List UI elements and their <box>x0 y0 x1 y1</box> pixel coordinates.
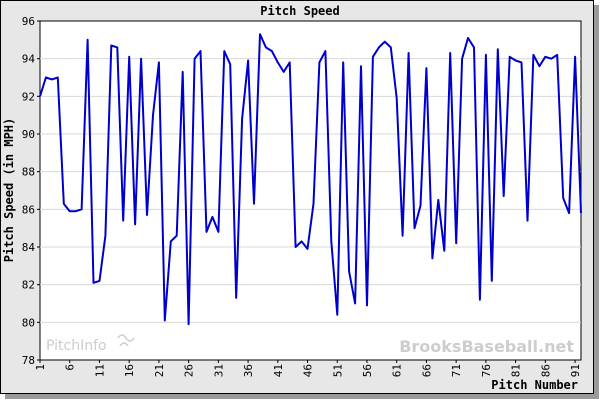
frame-shadow-right <box>594 5 599 398</box>
plot-area <box>39 20 582 361</box>
x-tick-label: 16 <box>123 364 136 377</box>
x-tick-label: 31 <box>212 364 225 377</box>
series-layer <box>39 33 582 326</box>
x-tick-label: 36 <box>242 364 255 377</box>
y-tick-label: 94 <box>22 53 36 66</box>
y-tick-label: 80 <box>22 316 35 329</box>
y-tick-label: 88 <box>22 166 35 179</box>
watermark-left: PitchInfo <box>46 338 107 354</box>
x-tick-label: 91 <box>569 364 582 377</box>
y-tick-label: 96 <box>22 15 35 28</box>
y-tick-label: 84 <box>22 241 36 254</box>
y-tick-label: 92 <box>22 90 35 103</box>
y-tick-label: 82 <box>22 279 35 292</box>
x-tick-label: 11 <box>93 364 106 377</box>
y-tick-label: 90 <box>22 128 35 141</box>
series-line <box>39 33 582 326</box>
x-tick-label: 71 <box>450 364 463 377</box>
x-tick-label: 86 <box>539 364 552 377</box>
y-axis-label: Pitch Speed (in MPH) <box>2 118 16 263</box>
x-tick-label: 46 <box>302 364 315 377</box>
watermark-right: BrooksBaseball.net <box>399 337 574 356</box>
watermarks: PitchInfo BrooksBaseball.net <box>46 334 574 356</box>
y-axis-ticks: 78 80 82 84 86 88 90 92 94 96 <box>22 15 40 367</box>
y-tick-label: 78 <box>22 354 35 367</box>
pitchinfo-logo-icon <box>117 334 135 347</box>
x-tick-label: 1 <box>34 364 47 371</box>
x-axis-label: Pitch Number <box>491 378 578 392</box>
frame-shadow-bottom <box>5 394 599 399</box>
x-tick-label: 26 <box>183 364 196 377</box>
x-axis-ticks: 1 6 11 16 21 26 31 36 41 46 51 56 61 66 71 76 81 86 91 <box>34 360 582 377</box>
x-tick-label: 51 <box>331 364 344 377</box>
x-tick-label: 56 <box>361 364 374 377</box>
x-tick-label: 76 <box>480 364 493 377</box>
x-tick-label: 61 <box>391 364 404 377</box>
x-tick-label: 6 <box>64 364 77 371</box>
x-tick-label: 41 <box>272 364 285 377</box>
x-tick-label: 21 <box>153 364 166 377</box>
y-tick-label: 86 <box>22 203 35 216</box>
x-tick-label: 66 <box>420 364 433 377</box>
x-tick-label: 81 <box>510 364 523 377</box>
chart-title: Pitch Speed <box>260 4 339 18</box>
